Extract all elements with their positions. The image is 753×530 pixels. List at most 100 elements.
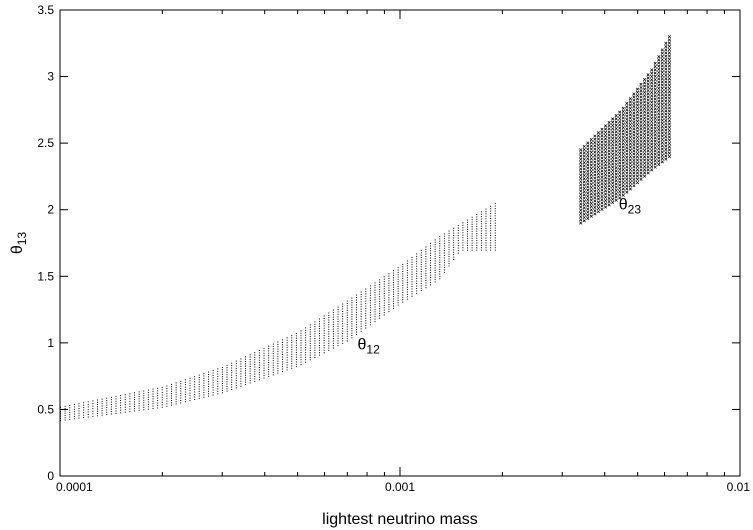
theta23-point <box>593 163 597 167</box>
theta12-point <box>73 404 75 406</box>
theta12-point <box>208 378 210 380</box>
theta12-point <box>420 273 422 275</box>
theta12-point <box>263 350 265 352</box>
theta12-point <box>365 320 367 322</box>
theta23-point <box>607 174 611 178</box>
theta12-point <box>397 283 399 285</box>
theta23-point <box>593 189 597 193</box>
theta12-point <box>430 272 432 274</box>
theta12-point <box>369 295 371 297</box>
theta12-point <box>443 247 445 249</box>
theta12-point <box>101 414 103 416</box>
theta12-point <box>420 280 422 282</box>
theta12-point <box>305 334 307 336</box>
theta12-point <box>365 290 367 292</box>
theta12-point <box>272 353 274 355</box>
theta12-point <box>110 396 112 398</box>
theta12-point <box>323 342 325 344</box>
theta12-point <box>291 367 293 369</box>
theta12-point <box>332 333 334 335</box>
theta23-point <box>643 97 647 101</box>
theta12-point <box>171 383 173 385</box>
theta23-point <box>632 139 636 143</box>
theta23-point <box>579 202 583 206</box>
theta12-point <box>457 247 459 249</box>
theta23-point <box>660 73 664 78</box>
theta12-point <box>203 382 205 384</box>
theta12-point <box>425 253 427 255</box>
theta12-point <box>69 411 71 413</box>
theta12-point <box>138 402 140 404</box>
theta12-point <box>471 247 473 249</box>
theta12-point <box>217 375 219 377</box>
theta12-point <box>439 247 441 249</box>
theta12-point <box>411 259 413 261</box>
theta12-point <box>323 335 325 337</box>
theta23-point <box>660 134 664 138</box>
theta12-point <box>388 311 390 313</box>
theta23-point <box>653 78 657 82</box>
theta12-point <box>300 361 302 363</box>
theta12-point <box>374 308 376 310</box>
theta23-point <box>603 160 608 164</box>
theta23-point <box>643 103 647 107</box>
theta23-point <box>657 61 661 65</box>
theta23-point <box>593 160 597 164</box>
theta12-point <box>263 370 265 372</box>
theta23-point <box>582 154 586 158</box>
y-tick-label: 1 <box>47 336 54 350</box>
theta23-point <box>603 179 608 183</box>
theta12-point <box>143 397 145 399</box>
theta23-point <box>582 199 586 203</box>
theta23-point <box>614 166 618 170</box>
theta12-point <box>480 237 482 239</box>
theta23-point <box>639 114 643 118</box>
theta12-point <box>300 332 302 334</box>
theta12-point <box>138 407 140 409</box>
theta12-point <box>110 413 112 415</box>
theta12-point <box>147 391 149 393</box>
theta12-point <box>439 254 441 256</box>
theta23-point <box>621 106 625 110</box>
theta23-point <box>596 150 600 154</box>
theta12-point <box>166 393 168 395</box>
theta12-point <box>235 365 237 367</box>
theta12-point <box>235 380 237 382</box>
theta12-point <box>369 321 371 323</box>
theta12-point <box>221 387 223 389</box>
theta12-point <box>319 347 321 349</box>
theta23-point <box>643 119 647 123</box>
theta12-point <box>480 225 482 227</box>
theta23-point <box>650 116 654 120</box>
theta23-point <box>607 200 611 204</box>
x-tick-label: 0.01 <box>727 480 751 494</box>
theta12-point <box>254 364 256 366</box>
theta23-point <box>621 174 625 178</box>
theta23-point <box>632 152 636 156</box>
theta12-point <box>490 220 492 222</box>
theta12-point <box>300 349 302 351</box>
theta12-point <box>356 306 358 308</box>
theta23-point <box>596 210 600 214</box>
theta12-point <box>379 291 381 293</box>
theta23-point <box>600 198 604 202</box>
theta12-point <box>365 307 367 309</box>
theta23-point <box>664 86 668 90</box>
theta12-point <box>420 287 422 289</box>
theta23-point <box>614 182 618 186</box>
theta12-point <box>397 285 399 287</box>
theta12-point <box>240 378 242 380</box>
theta23-point <box>667 35 671 39</box>
theta12-point <box>365 327 367 329</box>
theta23-point <box>632 143 636 147</box>
theta12-point <box>439 257 441 259</box>
theta23-point <box>660 58 664 62</box>
theta23-point <box>618 151 622 155</box>
theta12-point <box>231 372 233 374</box>
theta12-point <box>217 368 219 370</box>
theta12-point <box>471 249 473 251</box>
theta23-point <box>582 164 586 168</box>
theta12-point <box>434 281 436 283</box>
theta23-point <box>586 179 590 183</box>
theta12-point <box>332 328 334 330</box>
